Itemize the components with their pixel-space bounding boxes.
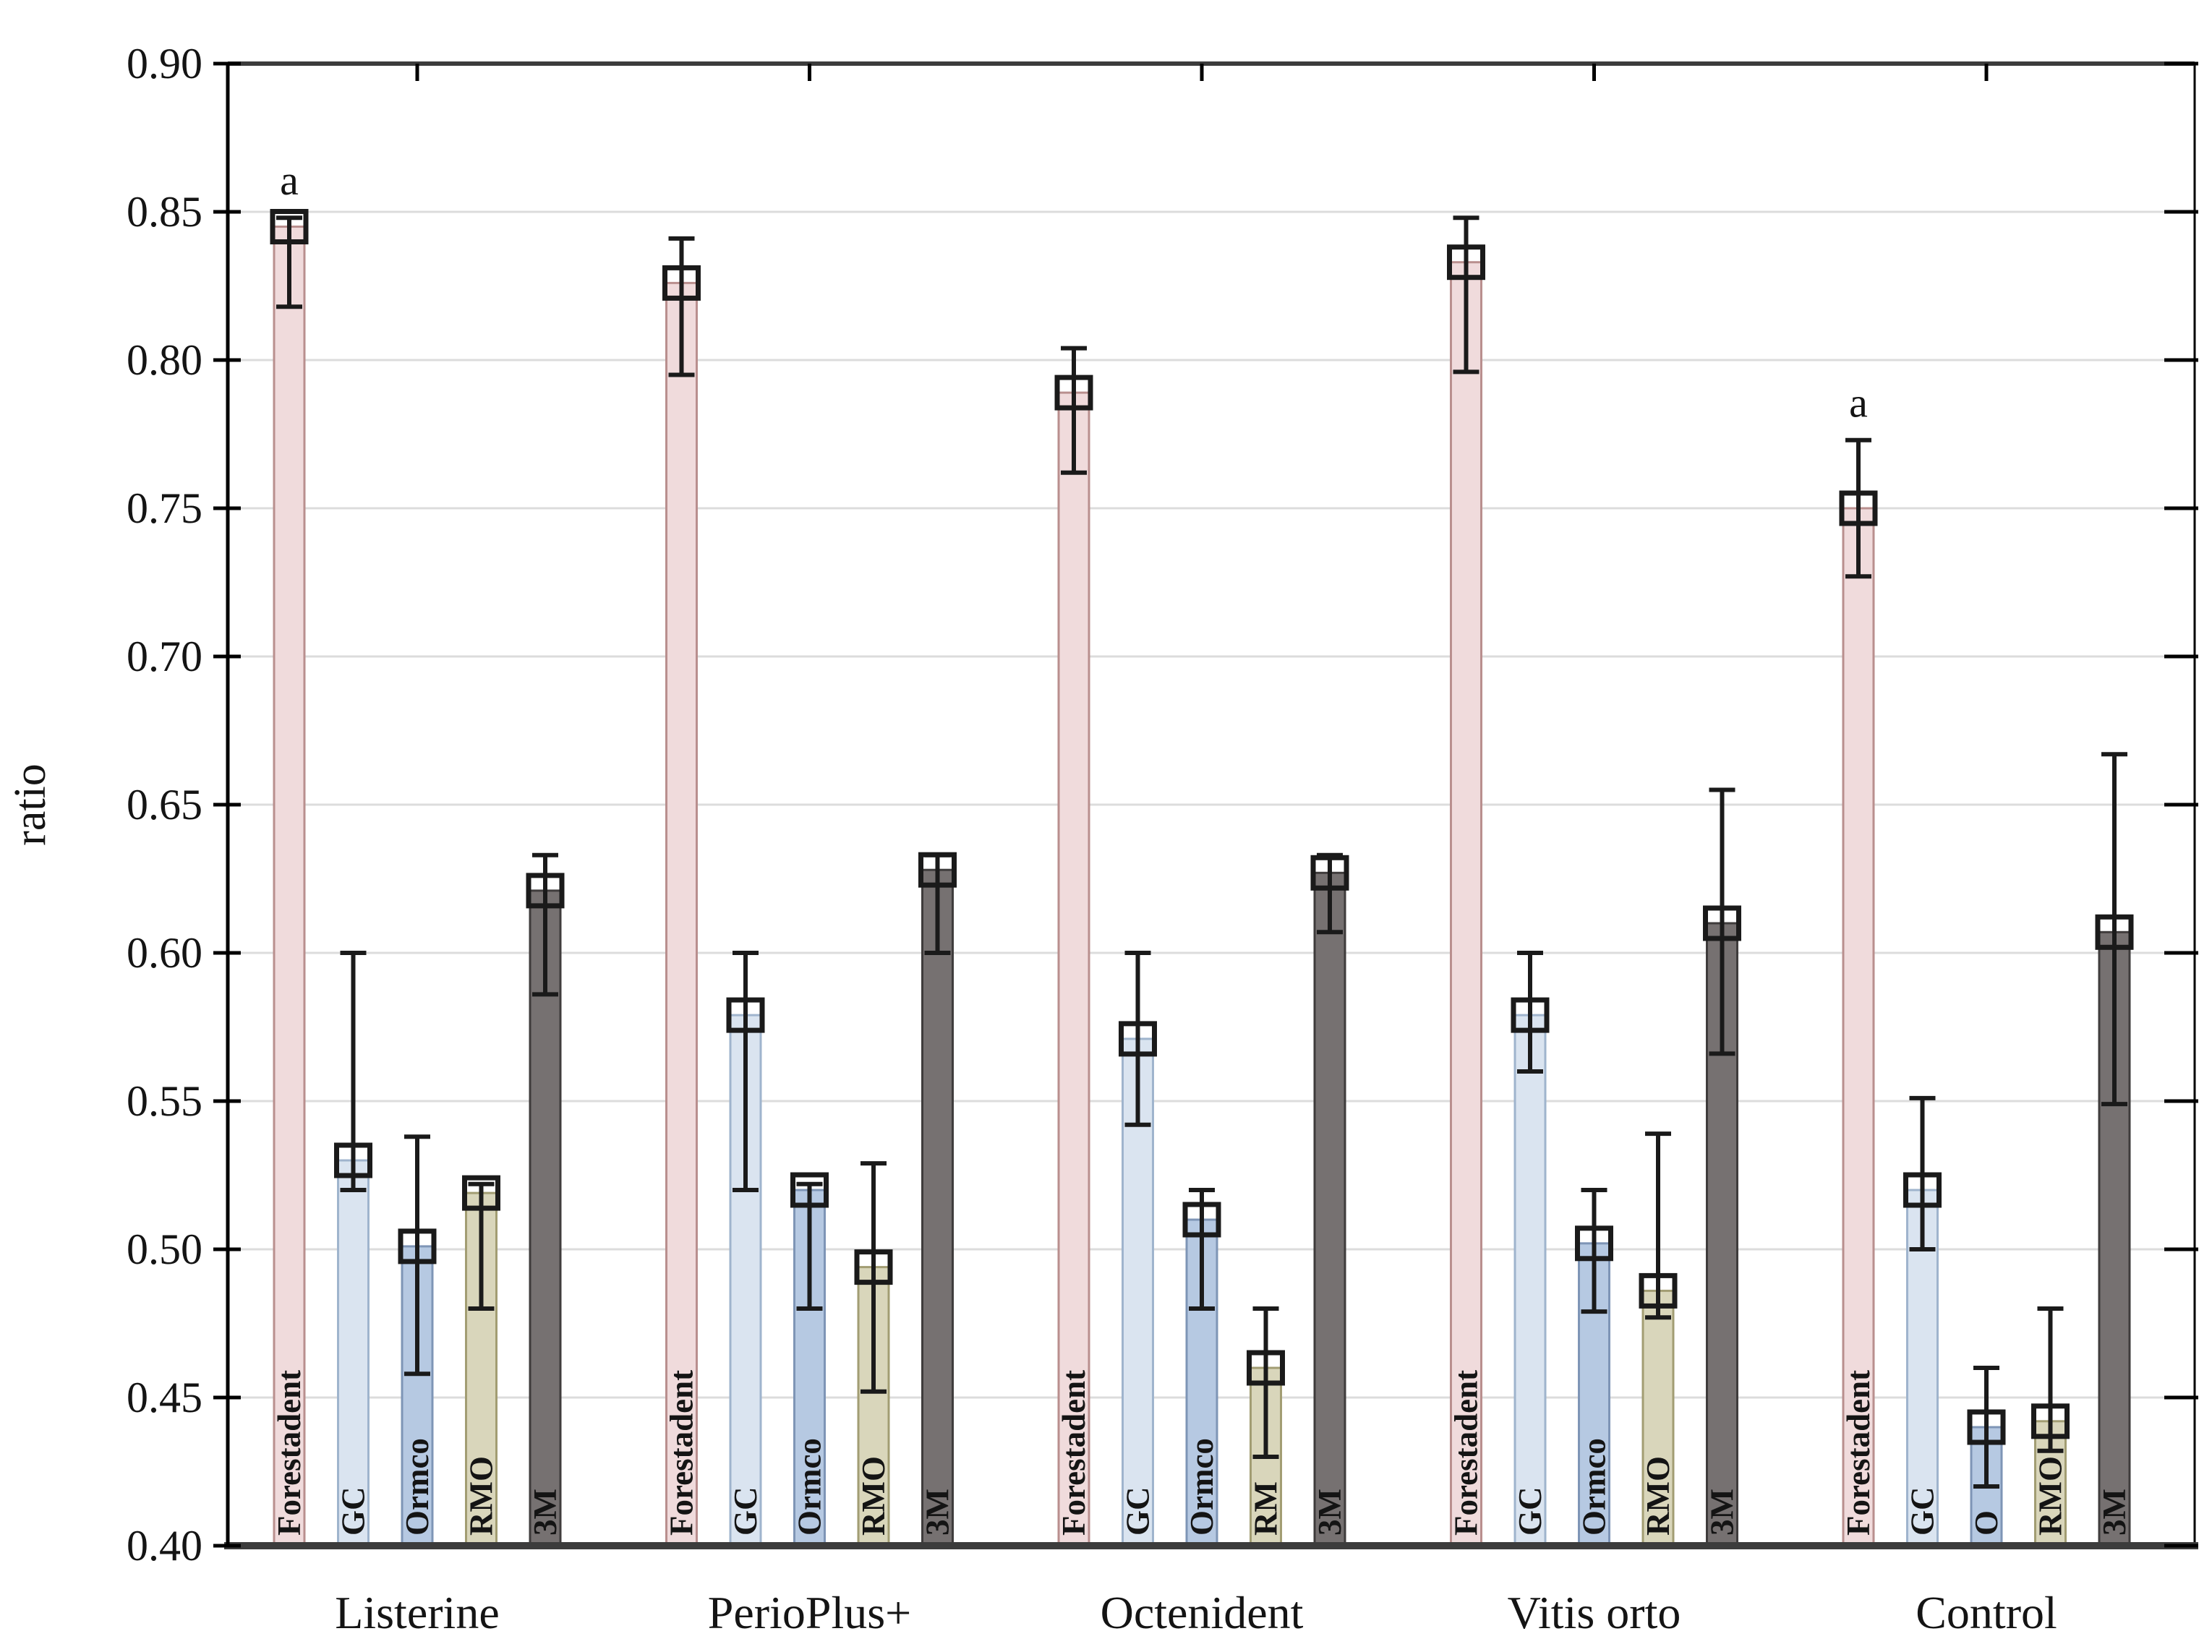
bar-3m [1313,871,1346,1547]
x-category-label: Octenident [1101,1587,1304,1638]
bar-label: RMO [464,1456,500,1536]
bar-label: GC [336,1487,372,1536]
y-tick-label: 0.40 [127,1522,202,1570]
mean-marker [918,852,957,888]
bar-label: Forestadent [664,1370,700,1536]
mean-marker [1903,1172,1942,1208]
y-tick-label: 0.65 [127,781,202,829]
mean-marker [1119,1021,1157,1057]
mean-marker [1310,855,1349,891]
bar-label: GC [1120,1487,1156,1536]
y-tick-label: 0.45 [127,1374,202,1421]
axes-frame-layer [213,61,2198,1549]
bar-label: Forestadent [1840,1370,1876,1536]
mean-marker [2031,1403,2070,1439]
y-axis-title: ratio [6,763,55,846]
bar-label: GC [1512,1487,1548,1536]
bar-label: Forestadent [1448,1370,1485,1536]
mean-marker [1967,1409,2006,1445]
bar-gc [1513,1014,1547,1547]
y-tick-label: 0.90 [127,40,202,87]
bar-label: Ormco [1576,1438,1613,1536]
bar-label: GC [1905,1487,1941,1536]
mean-marker [1247,1350,1285,1386]
labels-layer: Forestadent Forestadent Forestadent Foresta… [127,40,2132,1638]
bar-label: GC [727,1487,764,1536]
x-category-label: PerioPlus+ [708,1587,911,1638]
bar-label: 3M [2096,1489,2132,1536]
mean-marker [1511,997,1550,1033]
mean-marker [334,1142,372,1178]
mean-marker [726,997,765,1033]
y-tick-label: 0.85 [127,188,202,236]
y-tick-label: 0.50 [127,1225,202,1273]
bar-label: Forestadent [1056,1370,1092,1536]
bar-label: 3M [527,1489,563,1536]
mean-marker [854,1249,893,1285]
bar-label: O [1968,1510,2004,1536]
bar-forestadent [1450,261,1482,1547]
mean-marker [270,209,309,244]
y-tick-label: 0.60 [127,929,202,977]
error-bars-layer [270,209,2134,1489]
bar-label: RMO [855,1456,892,1536]
mean-marker [1839,490,1878,526]
bar-3m [529,889,562,1547]
bar-label: Ormco [1184,1438,1220,1536]
mean-marker [1703,905,1741,941]
significance-letter: a [1849,380,1868,427]
y-tick-label: 0.55 [127,1077,202,1125]
y-tick-label: 0.75 [127,484,202,532]
bar-label: 3M [1312,1489,1348,1536]
bar-ormco [793,1189,826,1547]
bar-forestadent [665,281,698,1547]
mean-marker [1639,1272,1678,1309]
mean-marker [1575,1225,1613,1262]
bar-label: Ormco [792,1438,828,1536]
significance-letter: a [280,157,299,204]
bar-label: Ormco [399,1438,435,1536]
mean-marker [1054,375,1093,411]
bar-label: 3M [920,1489,956,1536]
bar-label: RMO [1640,1456,1676,1536]
y-tick-label: 0.80 [127,336,202,384]
x-category-label: Vitis orto [1508,1587,1681,1638]
mean-marker [526,873,565,909]
bar-label: 3M [1704,1489,1741,1536]
mean-marker [662,265,701,301]
x-category-label: Listerine [335,1587,499,1638]
mean-marker [398,1228,437,1264]
bars-layer [273,226,2131,1547]
mean-marker [1182,1202,1221,1238]
mean-marker [1447,244,1485,281]
mean-marker [462,1175,500,1211]
bar-label: RMO [2033,1456,2069,1536]
y-tick-label: 0.70 [127,633,202,680]
bar-3m [1706,922,1738,1547]
bar-label: Forestadent [271,1370,307,1536]
bar-forestadent [273,226,306,1547]
mean-marker [2095,914,2134,950]
bar-label: RM [1248,1481,1284,1536]
mean-marker [790,1172,829,1208]
x-category-label: Control [1916,1587,2057,1638]
bar-3m [921,868,954,1547]
